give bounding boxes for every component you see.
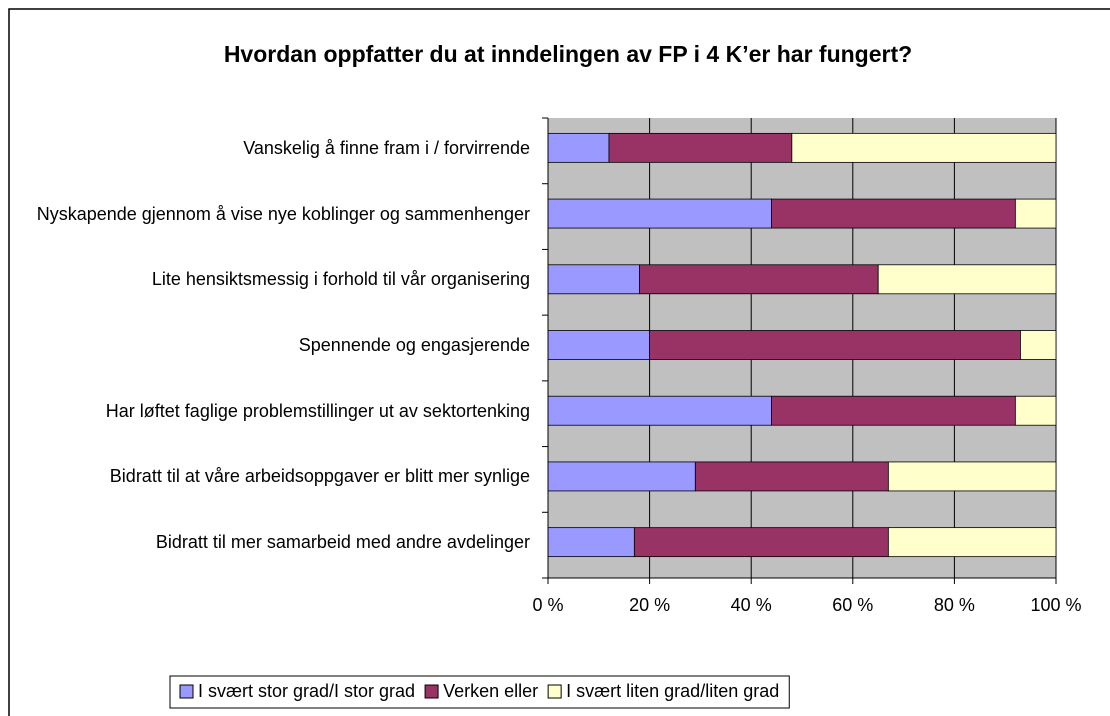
legend-swatch	[547, 684, 562, 699]
bar-segment	[771, 198, 1016, 229]
bar-segment	[547, 527, 635, 558]
legend-swatch	[179, 684, 194, 699]
bar-segment	[771, 395, 1016, 426]
bar-segment	[633, 527, 889, 558]
y-tick-label: Bidratt til at våre arbeidsoppgaver er b…	[10, 446, 530, 506]
category-text: Vanskelig å finne fram i / forvirrende	[243, 137, 530, 158]
bar-segment	[547, 330, 650, 360]
bar-segment	[1014, 198, 1057, 229]
bar-segment	[547, 395, 772, 426]
x-tick-label: 20 %	[629, 595, 670, 615]
bar-segment	[608, 132, 793, 163]
y-tick-label: Bidratt til mer samarbeid med andre avde…	[10, 512, 530, 572]
x-tick-label: 80 %	[934, 595, 975, 615]
x-tick-label: 0 %	[532, 595, 563, 615]
bar-segment	[1014, 395, 1057, 426]
category-text: Lite hensiktsmessig i forhold til vår or…	[151, 269, 530, 290]
y-tick-label: Lite hensiktsmessig i forhold til vår or…	[10, 249, 530, 309]
legend-label: Verken eller	[443, 681, 538, 701]
bar-segment	[1020, 330, 1057, 360]
y-tick-label: Nyskapende gjennom å vise nye koblinger …	[10, 184, 530, 244]
x-tick-label: 100 %	[1030, 595, 1081, 615]
bar-segment	[547, 198, 772, 229]
chart-title: Hvordan oppfatter du at inndelingen av F…	[224, 41, 912, 67]
bar-segment	[791, 132, 1057, 163]
category-text: Bidratt til at våre arbeidsoppgaver er b…	[109, 466, 530, 487]
bar-segment	[649, 330, 1021, 360]
legend-swatch	[424, 684, 439, 699]
bar-segment	[547, 264, 640, 295]
legend-label: I svært liten grad/liten grad	[566, 681, 779, 701]
legend-label: I svært stor grad/I stor grad	[198, 681, 415, 701]
bar-segment	[639, 264, 879, 295]
x-tick-label: 40 %	[731, 595, 772, 615]
bar-segment	[547, 132, 610, 163]
bar-segment	[887, 461, 1057, 492]
bar-segment	[547, 461, 696, 492]
category-text: Bidratt til mer samarbeid med andre avde…	[155, 532, 530, 553]
legend-box	[169, 675, 790, 709]
y-tick-label: Spennende og engasjerende	[10, 315, 530, 375]
category-text: Spennende og engasjerende	[298, 335, 530, 355]
y-tick-label: Vanskelig å finne fram i / forvirrende	[10, 118, 530, 178]
category-text: Har løftet faglige problemstillinger ut …	[105, 400, 530, 421]
bar-segment	[887, 527, 1057, 558]
y-tick-label: Har løftet faglige problemstillinger ut …	[10, 381, 530, 441]
x-tick-label: 60 %	[832, 595, 873, 615]
bar-segment	[877, 264, 1057, 295]
bar-segment	[694, 461, 889, 492]
category-text: Nyskapende gjennom å vise nye koblinger …	[36, 203, 530, 224]
